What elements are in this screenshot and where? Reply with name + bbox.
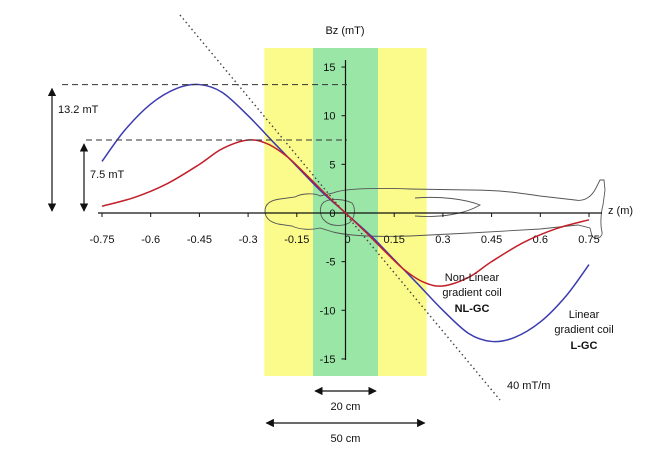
y-tick-label-2: 5	[329, 159, 335, 171]
lgc-label-line1: Linear	[569, 309, 600, 321]
x-tick-label-9: 0.6	[533, 234, 548, 246]
y-tick-label-1: 10	[323, 111, 335, 123]
x-axis-label: z (m)	[608, 205, 633, 217]
region-width-indicators: 20 cm 50 cm	[265, 386, 426, 445]
lgc-series-label: Linear gradient coil L-GC	[554, 309, 613, 352]
series-lines	[101, 83, 590, 343]
reference-line-label: 40 mT/m	[507, 380, 550, 392]
x-tick-label-3: -0.3	[239, 234, 258, 246]
y-tick-label-3: 0	[329, 208, 335, 220]
y-tick-label-6: -15	[320, 354, 336, 366]
lgc-label-line2: gradient coil	[554, 324, 613, 336]
nlgc-label-line3: NL-GC	[455, 303, 490, 315]
x-tick-label-5: 0	[344, 234, 350, 246]
nlgc-label-line1: Non-Linear	[445, 272, 500, 284]
y-tick-labels: 15 10 5 0 -5 -10 -15	[320, 62, 346, 366]
x-tick-label-6: 0.15	[383, 234, 404, 246]
x-tick-label-0: -0.75	[89, 234, 114, 246]
body-outline-drawing	[264, 179, 606, 239]
width-label-50cm: 50 cm	[331, 433, 361, 445]
x-tick-labels: -0.75 -0.6 -0.45 -0.3 -0.15 0 0.15 0.3 0.45 0.6 0.…	[89, 213, 600, 246]
x-tick-label-4: -0.15	[284, 234, 309, 246]
nlgc-label-line2: gradient coil	[442, 287, 501, 299]
nlgc-peak-label: 7.5 mT	[90, 169, 125, 181]
y-axis-label: Bz (mT)	[325, 25, 364, 37]
x-tick-label-1: -0.6	[141, 234, 160, 246]
lgc-label-line3: L-GC	[571, 340, 598, 352]
width-label-20cm: 20 cm	[331, 401, 361, 413]
x-tick-label-8: 0.45	[481, 234, 502, 246]
y-tick-label-4: -5	[326, 257, 336, 269]
y-tick-label-0: 15	[323, 62, 335, 74]
y-tick-label-5: -10	[320, 305, 336, 317]
x-tick-label-2: -0.45	[187, 234, 212, 246]
x-tick-label-7: 0.3	[435, 234, 450, 246]
x-tick-label-10: 0.75	[578, 234, 599, 246]
peak-annotations	[47, 84, 347, 212]
series-line-1	[101, 139, 590, 287]
nlgc-series-label: Non-Linear gradient coil NL-GC	[442, 272, 501, 315]
lgc-peak-label: 13.2 mT	[58, 104, 99, 116]
